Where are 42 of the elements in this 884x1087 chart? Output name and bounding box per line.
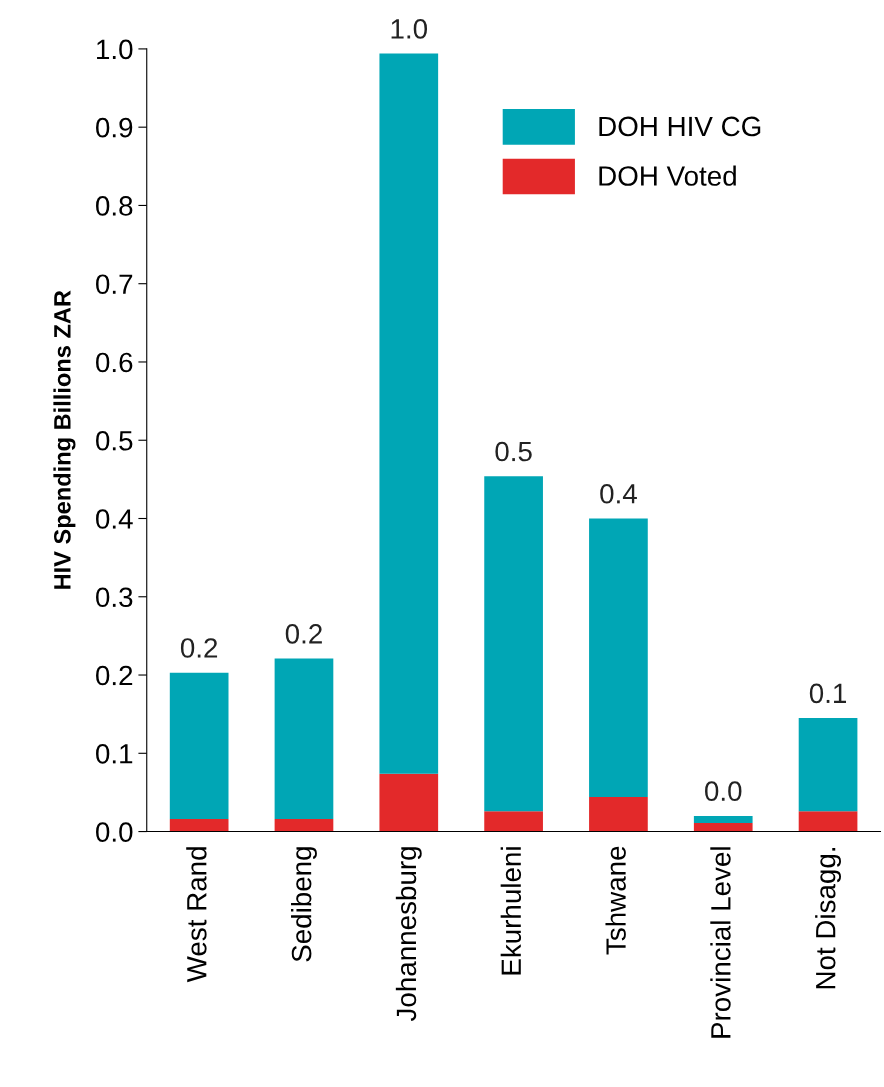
- total-label: 0.1: [809, 683, 847, 704]
- y-tick-label: 0.6: [96, 352, 133, 373]
- bar: [798, 811, 858, 832]
- bar: [798, 718, 858, 812]
- y-tick-label: 0.0: [96, 822, 133, 842]
- legend-label: DOH Voted: [599, 165, 736, 186]
- y-tick-label: 0.9: [96, 117, 133, 138]
- x-tick-label: West Rand: [186, 847, 207, 983]
- x-tick-label: Tshwane: [605, 846, 626, 955]
- x-tick-label: Ekurhuleni: [500, 847, 522, 975]
- y-tick-label: 0.3: [96, 587, 133, 608]
- total-label: 0.2: [180, 638, 218, 658]
- total-label: 0.4: [600, 483, 637, 504]
- bar: [169, 672, 229, 820]
- bar: [589, 518, 648, 798]
- bar: [379, 773, 439, 832]
- y-tick-label: 0.2: [96, 665, 133, 686]
- x-tick-label: Johannesburg: [395, 847, 422, 1022]
- bar: [589, 797, 648, 832]
- total-label: 0.2: [285, 624, 322, 644]
- bar: [484, 811, 543, 832]
- bar: [169, 819, 229, 832]
- y-tick-label: 0.8: [96, 196, 133, 216]
- bar: [274, 658, 334, 820]
- y-tick-label: 0.5: [96, 430, 133, 451]
- legend-label: DOH HIV CG: [599, 116, 761, 137]
- y-tick-label: 0.1: [96, 743, 133, 764]
- bar: [693, 815, 753, 823]
- y-axis-title: HIV Spending Billions ZAR: [53, 290, 76, 589]
- x-tick-label: Provincial Level: [710, 847, 731, 1038]
- total-label: 0.0: [705, 781, 742, 802]
- y-tick-label: 0.4: [96, 509, 133, 529]
- bar: [693, 822, 753, 832]
- total-label: 0.5: [495, 441, 532, 462]
- x-tick-label: Not Disagg.: [815, 847, 841, 989]
- bar: [484, 476, 543, 812]
- bar: [274, 819, 334, 832]
- total-label: 1.0: [391, 19, 428, 39]
- y-tick-label: 0.7: [96, 274, 133, 295]
- x-tick-label: Sedibeng: [291, 847, 317, 962]
- bar: [379, 53, 439, 774]
- y-tick-label: 1.0: [97, 39, 133, 60]
